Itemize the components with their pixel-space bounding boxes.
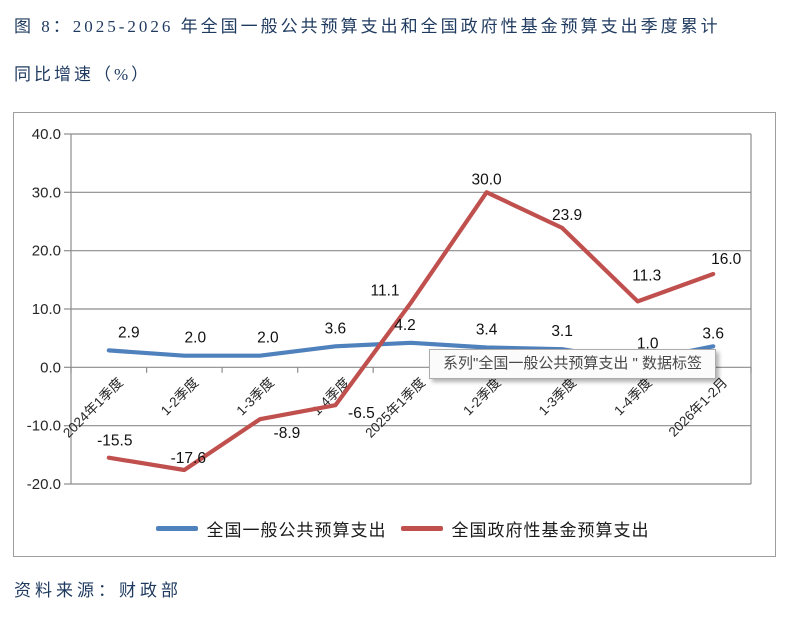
y-axis-tick-label: -10.0 bbox=[27, 418, 61, 435]
chart-area[interactable]: 40.0 30.0 20.0 10.0 0.0 -10.0 -20.0 2024年1季度 1-2… bbox=[13, 112, 776, 557]
data-label: 3.6 bbox=[325, 320, 347, 337]
data-label: 3.6 bbox=[702, 325, 724, 342]
data-label: -8.9 bbox=[274, 425, 301, 442]
x-axis-category-label: 2024年1季度 bbox=[60, 375, 126, 441]
figure-title-line1: 图 8：2025-2026 年全国一般公共预算支出和全国政府性基金预算支出季度累… bbox=[14, 17, 721, 36]
data-label: -6.5 bbox=[348, 405, 375, 422]
data-label: -17.6 bbox=[171, 450, 206, 467]
x-axis-category-label: 1-3季度 bbox=[536, 375, 579, 418]
data-label: 23.9 bbox=[552, 207, 582, 224]
x-axis-category-label: 1-4季度 bbox=[611, 375, 654, 418]
legend-line-swatch-blue bbox=[155, 525, 198, 531]
legend-item-general-budget[interactable]: 全国一般公共预算支出 bbox=[155, 516, 387, 541]
data-label: 16.0 bbox=[711, 251, 742, 268]
legend-label: 全国政府性基金预算支出 bbox=[451, 520, 650, 540]
y-axis-tick-label: 10.0 bbox=[32, 301, 61, 318]
data-label: 11.1 bbox=[370, 283, 399, 300]
data-label: -15.5 bbox=[97, 433, 132, 450]
data-label: 4.2 bbox=[394, 317, 416, 334]
x-axis-category-label: 1-4季度 bbox=[309, 375, 352, 418]
y-axis-tick-label: 40.0 bbox=[32, 126, 61, 143]
y-axis-tick-label: -20.0 bbox=[27, 476, 61, 493]
figure-title-line2: 同比增速（%） bbox=[14, 65, 152, 84]
x-axis-category-label: 1-3季度 bbox=[234, 375, 277, 418]
y-axis-tick-label: 20.0 bbox=[32, 243, 61, 260]
legend-item-govt-fund-budget[interactable]: 全国政府性基金预算支出 bbox=[400, 516, 650, 541]
data-label: 30.0 bbox=[472, 171, 503, 188]
x-axis-category-label: 1-2季度 bbox=[460, 375, 503, 418]
data-label: 2.0 bbox=[257, 330, 279, 347]
legend-line-swatch-red bbox=[400, 525, 443, 531]
source-note: 资料来源：财政部 bbox=[14, 581, 182, 600]
data-label: 11.3 bbox=[632, 267, 661, 284]
series-line-1[interactable] bbox=[106, 190, 716, 473]
line-chart-plot[interactable]: 40.0 30.0 20.0 10.0 0.0 -10.0 -20.0 2024年1季度 1-2… bbox=[14, 113, 774, 555]
data-label: 2.9 bbox=[118, 324, 140, 341]
x-axis-category-label: 2026年1-2月 bbox=[666, 375, 731, 440]
data-label: 3.1 bbox=[551, 323, 573, 340]
x-axis-category-label: 1-2季度 bbox=[158, 375, 201, 418]
chart-hover-tooltip: 系列"全国一般公共预算支出 " 数据标签 bbox=[429, 349, 716, 379]
data-label: 2.0 bbox=[185, 330, 207, 347]
chart-legend: 全国一般公共预算支出 全国政府性基金预算支出 bbox=[22, 515, 783, 541]
y-axis-tick-label: 0.0 bbox=[40, 359, 61, 376]
data-label: 3.4 bbox=[476, 322, 498, 339]
data-label: 1.0 bbox=[637, 336, 659, 353]
legend-label: 全国一般公共预算支出 bbox=[206, 520, 387, 540]
y-axis-tick-label: 30.0 bbox=[32, 184, 61, 201]
